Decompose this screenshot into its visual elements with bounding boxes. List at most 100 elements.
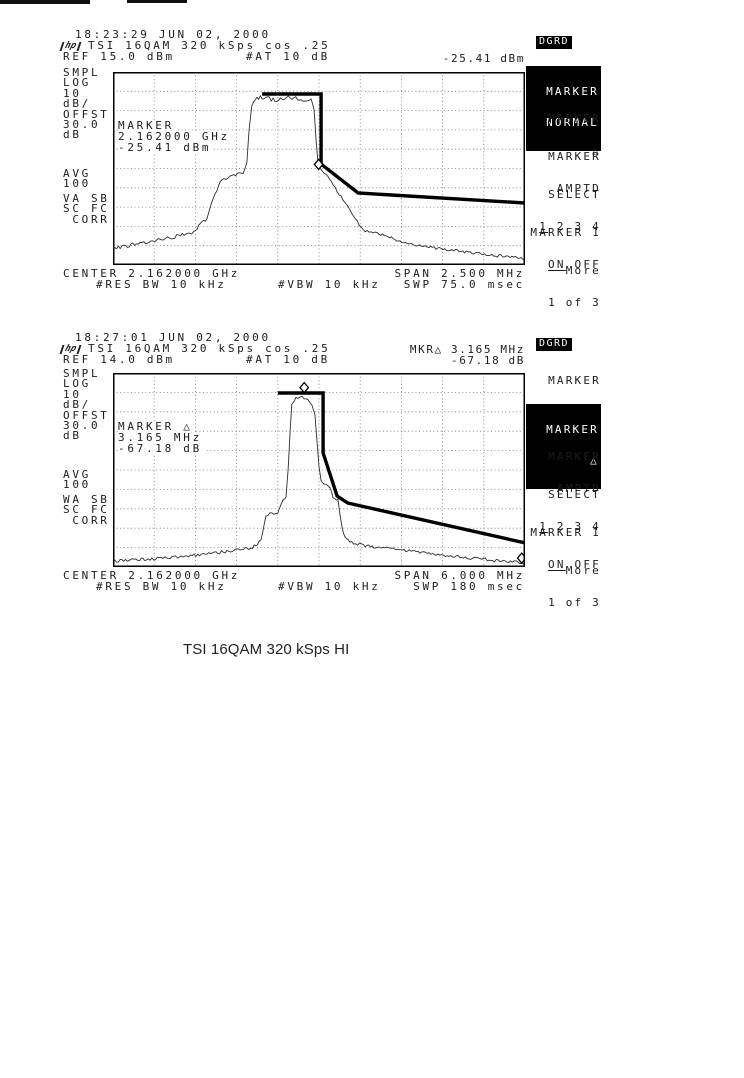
text-line: dB bbox=[63, 128, 82, 142]
marker-diamond bbox=[299, 381, 310, 394]
dgrd-annunciator: DGRD bbox=[536, 338, 573, 351]
softkey-label: MARKER bbox=[548, 450, 601, 463]
average-status: AVG 100 bbox=[63, 468, 91, 492]
center-freq-label: CENTER 2.162000 GHz bbox=[63, 569, 241, 582]
softkey-label: SELECT bbox=[548, 188, 601, 201]
spectrum-plot-2 bbox=[113, 373, 525, 567]
softkey-more[interactable]: More 1 of 3 bbox=[548, 245, 601, 329]
softkey-marker-delta[interactable]: MARKER △ bbox=[473, 393, 601, 499]
timestamp: 18:27:01 JUN 02, 2000 bbox=[75, 331, 271, 344]
softkey-label: △ bbox=[590, 454, 599, 467]
amplitude-scale-labels: SMPL LOG 10 dB/OFFST 30.0 dB bbox=[63, 66, 110, 142]
softkey-marker-normal[interactable]: MARKER NORMAL bbox=[473, 55, 601, 161]
text-line: VA SB bbox=[63, 192, 110, 205]
status-annunciators: WA SB SC FC CORR bbox=[63, 493, 110, 527]
ref-level: REF 15.0 dBm bbox=[63, 50, 175, 63]
text-line: LOG bbox=[63, 377, 91, 391]
ref-level: REF 14.0 dBm bbox=[63, 353, 175, 366]
amplitude-scale-labels: SMPL LOG 10 dB/OFFST 30.0 dB bbox=[63, 368, 110, 443]
softkey-label: MARKER bbox=[548, 150, 601, 163]
res-bw-label: #RES BW 10 kHz bbox=[96, 278, 227, 291]
plot-frame bbox=[113, 373, 525, 567]
text-line: CORR bbox=[63, 212, 110, 226]
softkey-label: 1 2 3 4 bbox=[539, 219, 601, 233]
text-line: 30.0 bbox=[63, 118, 101, 132]
text-line: 30.0 bbox=[63, 419, 101, 433]
timestamp: 18:23:29 JUN 02, 2000 bbox=[75, 28, 271, 41]
text-line: 100 bbox=[63, 478, 91, 492]
text-line: 100 bbox=[63, 177, 91, 191]
softkey-marker1-onoff[interactable]: MARKER 1 ON OFF bbox=[530, 507, 601, 591]
center-freq-label: CENTER 2.162000 GHz bbox=[63, 267, 241, 280]
text-line: AVG bbox=[63, 167, 91, 180]
softkey-label: MARKER bbox=[548, 112, 601, 125]
span-label: SPAN 2.500 MHz bbox=[394, 267, 525, 280]
softkey-label: ON OFF bbox=[548, 557, 601, 571]
softkey-label: ON OFF bbox=[548, 257, 601, 271]
text-line: SC FC bbox=[63, 503, 110, 517]
text-line: SMPL bbox=[63, 66, 101, 79]
marker-diamond bbox=[313, 158, 324, 171]
status-annunciators: VA SB SC FC CORR bbox=[63, 192, 110, 226]
trace-line bbox=[113, 395, 525, 565]
vbw-label: #VBW 10 kHz bbox=[278, 580, 381, 593]
text-line: MARKER bbox=[118, 119, 176, 132]
softkey-select-marker[interactable]: SELECT 1 2 3 4 bbox=[539, 469, 601, 553]
grid bbox=[113, 373, 525, 567]
softkey-label: MARKER bbox=[546, 84, 599, 98]
marker-delta-amplitude: -67.18 dB bbox=[450, 354, 525, 367]
text-line: -25.41 dBm bbox=[118, 140, 214, 154]
softkey-select-marker[interactable]: SELECT 1 2 3 4 bbox=[539, 169, 601, 253]
sweep-label: SWP 180 msec bbox=[413, 580, 525, 593]
spectrum-plot-1 bbox=[113, 72, 525, 265]
softkey-label: MARKER bbox=[548, 374, 601, 387]
trace-title: TSI 16QAM 320 kSps cos .25 bbox=[88, 39, 331, 52]
text-line: 10 bbox=[63, 86, 82, 100]
text-line: dB/ bbox=[63, 398, 91, 412]
sweep-label: SWP 75.0 msec bbox=[403, 278, 525, 291]
softkey-label: SELECT bbox=[548, 488, 601, 501]
softkey-marker-delta[interactable]: MARKER △ bbox=[548, 93, 601, 177]
softkey-label: 1 of 3 bbox=[548, 595, 601, 609]
text-line: dB/ bbox=[63, 97, 91, 111]
scan-artifact bbox=[127, 0, 187, 3]
text-line: 10 bbox=[63, 387, 82, 401]
softkey-label: △ bbox=[592, 143, 601, 157]
softkey-label: 1 of 3 bbox=[548, 295, 601, 309]
softkey-label: AMPTD bbox=[556, 481, 601, 495]
trace-title: TSI 16QAM 320 kSps cos .25 bbox=[88, 342, 331, 355]
limit-line bbox=[277, 391, 525, 545]
vbw-label: #VBW 10 kHz bbox=[278, 278, 381, 291]
softkey-label: More bbox=[565, 564, 601, 577]
softkey-marker1-onoff[interactable]: MARKER 1 ON OFF bbox=[530, 207, 601, 291]
text-line: CORR bbox=[63, 513, 110, 527]
softkey-label: AMPTD bbox=[556, 181, 601, 195]
attenuation: #AT 10 dB bbox=[246, 353, 330, 366]
softkey-label: 1 2 3 4 bbox=[539, 519, 601, 533]
softkey-marker-amptd[interactable]: MARKER AMPTD bbox=[548, 431, 601, 515]
attenuation: #AT 10 dB bbox=[246, 50, 330, 63]
softkey-label: MARKER bbox=[546, 422, 599, 436]
marker-delta-readout: MKR△ 3.165 MHz bbox=[409, 343, 525, 356]
text-line: AVG bbox=[63, 468, 91, 481]
text-line: -67.18 dB bbox=[118, 441, 204, 455]
softkey-marker-amptd[interactable]: MARKER AMPTD bbox=[548, 131, 601, 215]
text-line: OFFST bbox=[63, 408, 110, 422]
dgrd-annunciator: DGRD bbox=[536, 36, 573, 49]
marker-readout-box: MARKER △ 3.165 MHz -67.18 dB bbox=[118, 421, 204, 455]
text-line: 3.165 MHz bbox=[118, 430, 204, 444]
res-bw-label: #RES BW 10 kHz bbox=[96, 580, 227, 593]
text-line: LOG bbox=[63, 76, 91, 90]
softkey-label: MARKER 1 bbox=[530, 526, 601, 539]
plot-frame bbox=[113, 72, 525, 265]
text-line: 2.162000 GHz bbox=[118, 129, 232, 143]
softkey-label: MARKER 1 bbox=[530, 226, 601, 239]
average-status: AVG 100 bbox=[63, 167, 91, 191]
text-line: OFFST bbox=[63, 107, 110, 121]
softkey-more[interactable]: More 1 of 3 bbox=[548, 545, 601, 629]
span-label: SPAN 6.000 MHz bbox=[394, 569, 525, 582]
text-line: dB bbox=[63, 429, 82, 443]
text-line: WA SB bbox=[63, 493, 110, 506]
softkey-label: NORMAL bbox=[546, 116, 599, 129]
